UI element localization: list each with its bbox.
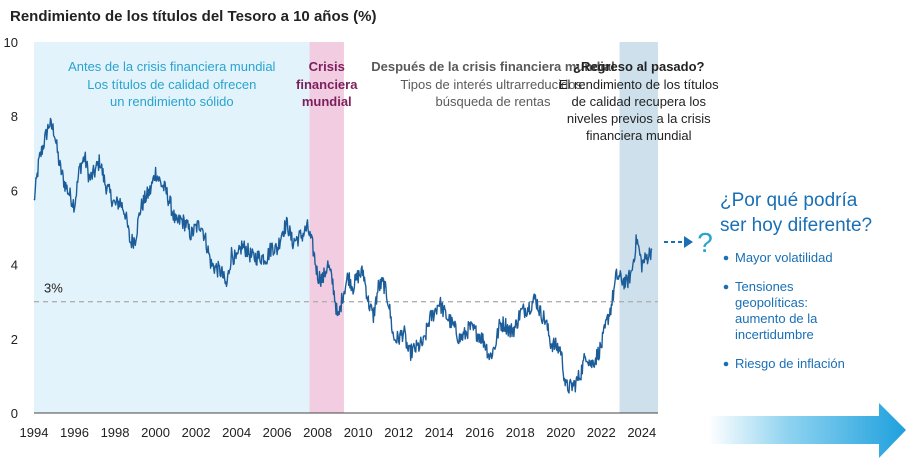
bullet-dot-1: [723, 284, 729, 290]
x-tick-label: 1998: [101, 425, 130, 440]
question-mark: ?: [697, 227, 713, 258]
x-tick-label: 2022: [587, 425, 616, 440]
x-tick-label: 2006: [263, 425, 292, 440]
y-tick-label: 2: [11, 332, 18, 347]
dashed-arrow-head: [684, 236, 693, 248]
x-tick-label: 1994: [20, 425, 49, 440]
region-text-2-0: Tipos de interés ultrarreducidos:: [400, 77, 585, 92]
y-tick-label: 6: [11, 183, 18, 198]
region-heading-3: ¿Regreso al pasado?: [573, 59, 705, 74]
region-text-1-1: mundial: [302, 94, 352, 109]
region-heading-1: Crisis: [309, 59, 345, 74]
bullet-text-1-1: geopolíticas:: [735, 295, 808, 310]
y-tick-label: 8: [11, 109, 18, 124]
x-tick-label: 2018: [506, 425, 535, 440]
region-text-0-1: un rendimiento sólido: [110, 94, 234, 109]
bullet-dot-0: [723, 255, 729, 261]
side-heading-line-1: ser hoy diferente?: [720, 215, 872, 236]
bullet-text-2-0: Riesgo de inflación: [735, 356, 845, 371]
region-band-1: [309, 42, 344, 413]
bullet-dot-2: [723, 361, 729, 367]
region-heading-2: Después de la crisis financiera mundial: [371, 59, 614, 74]
x-tick-label: 1996: [60, 425, 89, 440]
chart-title: Rendimiento de los títulos del Tesoro a …: [10, 8, 377, 25]
y-tick-label: 10: [4, 35, 18, 50]
y-tick-label: 0: [11, 406, 18, 421]
forward-arrow: [709, 403, 906, 458]
side-heading-line-0: ¿Por qué podría: [720, 190, 858, 211]
region-text-1-0: financiera: [296, 77, 358, 92]
x-tick-label: 2016: [465, 425, 494, 440]
bullet-text-0-0: Mayor volatilidad: [735, 250, 833, 265]
x-tick-label: 2020: [546, 425, 575, 440]
region-text-2-1: búsqueda de rentas: [436, 94, 551, 109]
bullet-text-1-2: aumento de la: [735, 311, 818, 326]
x-tick-label: 2004: [222, 425, 251, 440]
y-tick-label: 4: [11, 258, 18, 273]
region-text-3-2: niveles previos a la crisis: [567, 111, 711, 126]
bullet-text-1-3: incertidumbre: [735, 327, 814, 342]
region-heading-0: Antes de la crisis financiera mundial: [68, 59, 275, 74]
x-tick-label: 2000: [141, 425, 170, 440]
region-band-2: [343, 42, 620, 413]
bullet-text-1-0: Tensiones: [735, 279, 794, 294]
region-band-3: [619, 42, 658, 413]
x-tick-label: 2012: [384, 425, 413, 440]
region-text-0-0: Los títulos de calidad ofrecen: [87, 77, 256, 92]
x-tick-label: 2014: [425, 425, 454, 440]
region-text-3-3: financiera mundial: [586, 128, 692, 143]
x-tick-label: 2002: [182, 425, 211, 440]
reference-line-label: 3%: [44, 281, 63, 296]
region-text-3-0: El rendimiento de los títulos: [559, 77, 719, 92]
region-text-3-1: de calidad recupera los: [572, 94, 707, 109]
x-tick-label: 2010: [344, 425, 373, 440]
region-band-0: [34, 42, 310, 413]
x-tick-label: 2008: [303, 425, 332, 440]
x-tick-label: 2024: [627, 425, 656, 440]
series-line-0: [33, 117, 653, 394]
